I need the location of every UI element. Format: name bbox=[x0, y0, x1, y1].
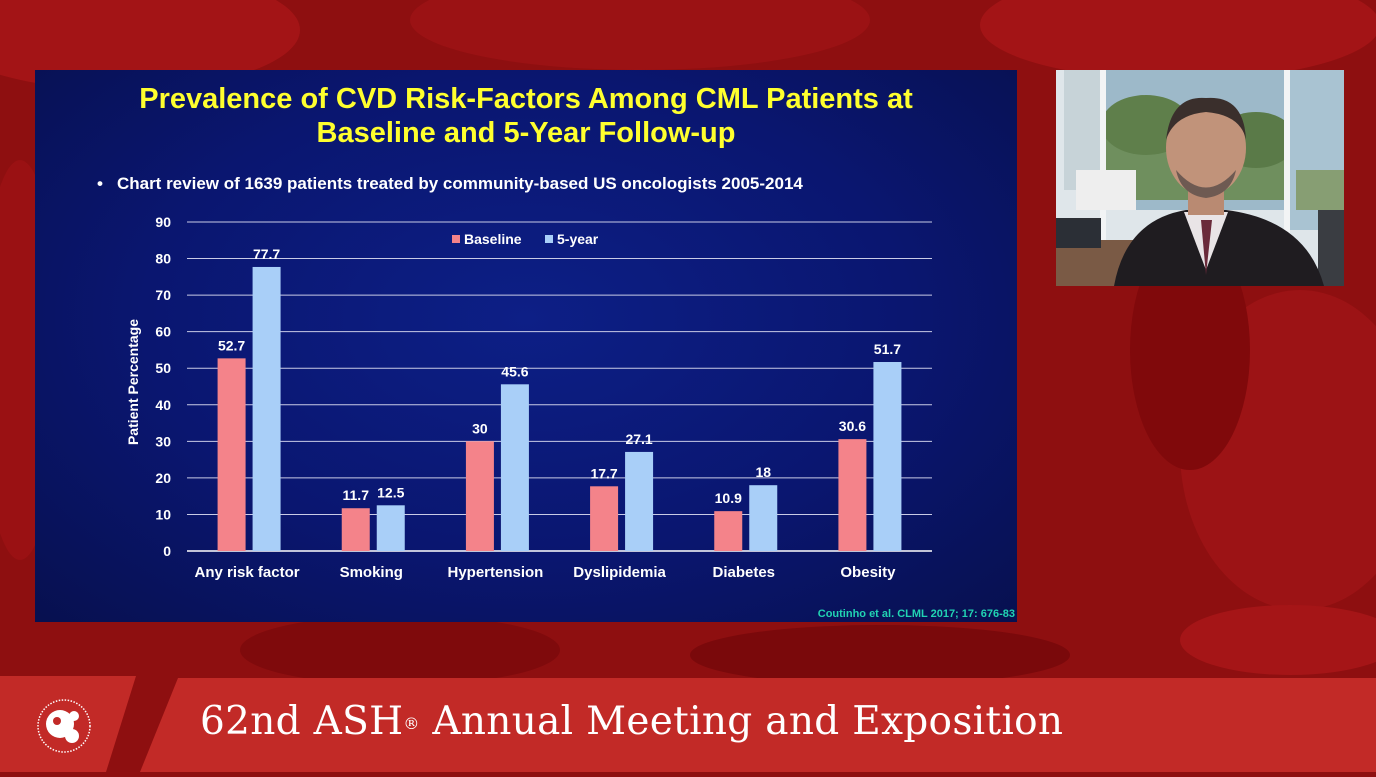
y-tick-label-80: 80 bbox=[155, 251, 171, 267]
data-label-baseline-1: 11.7 bbox=[343, 487, 370, 503]
bar-5-year-5 bbox=[873, 362, 902, 551]
presentation-slide: Prevalence of CVD Risk-Factors Among CML… bbox=[35, 70, 1017, 622]
y-tick-label-90: 90 bbox=[155, 214, 171, 230]
bar-baseline-1 bbox=[341, 508, 370, 551]
meeting-title: 62nd ASH® Annual Meeting and Exposition bbox=[200, 697, 1063, 747]
speaker-webcam-video bbox=[1056, 70, 1344, 286]
x-tick-label-4: Diabetes bbox=[712, 564, 775, 581]
chart-legend: Baseline 5-year bbox=[452, 231, 599, 247]
bar-5-year-0 bbox=[252, 266, 281, 551]
speaker-video-frame bbox=[1056, 70, 1344, 286]
y-tick-label-20: 20 bbox=[155, 470, 171, 486]
slide-bullet: • Chart review of 1639 patients treated b… bbox=[97, 174, 803, 194]
data-label-5-year-2: 45.6 bbox=[501, 363, 528, 379]
meeting-title-rest: Annual Meeting and Exposition bbox=[419, 699, 1064, 744]
bar-baseline-0 bbox=[217, 358, 246, 551]
slide-citation: Coutinho et al. CLML 2017; 17: 676-83 bbox=[817, 608, 1015, 620]
legend-label-1: 5-year bbox=[557, 231, 599, 247]
legend-swatch-0 bbox=[452, 235, 460, 243]
chart-gridlines bbox=[187, 221, 932, 552]
y-tick-label-50: 50 bbox=[155, 360, 171, 376]
legend-swatch-1 bbox=[545, 235, 553, 243]
bar-baseline-2 bbox=[465, 441, 494, 551]
bar-baseline-3 bbox=[590, 486, 619, 551]
data-label-baseline-5: 30.6 bbox=[839, 418, 866, 434]
chart-data-labels: 52.7 77.7 11.7 12.5 30 45.6 17.7 27.1 10.9 18 30.6… bbox=[218, 246, 901, 506]
chart-y-ticks: 0 10 20 30 40 50 60 70 80 90 bbox=[155, 214, 171, 559]
bar-chart: 0 10 20 30 40 50 60 70 80 90 52.7 77.7 11.7 12.5 30 45… bbox=[125, 214, 932, 581]
slide-title-line-1: Prevalence of CVD Risk-Factors Among CML… bbox=[139, 83, 913, 115]
ash-logo bbox=[0, 676, 136, 772]
data-label-baseline-3: 17.7 bbox=[590, 465, 617, 481]
data-label-baseline-0: 52.7 bbox=[218, 337, 245, 353]
bar-baseline-5 bbox=[838, 439, 867, 551]
bar-5-year-2 bbox=[500, 384, 529, 551]
x-tick-label-0: Any risk factor bbox=[195, 564, 300, 581]
bar-baseline-4 bbox=[714, 511, 743, 551]
data-label-5-year-0: 77.7 bbox=[253, 246, 280, 262]
legend-label-0: Baseline bbox=[464, 231, 522, 247]
chart-bars bbox=[217, 266, 902, 551]
data-label-5-year-3: 27.1 bbox=[625, 431, 652, 447]
bullet-text: Chart review of 1639 patients treated by… bbox=[116, 174, 803, 193]
y-tick-label-10: 10 bbox=[155, 506, 171, 522]
y-tick-label-40: 40 bbox=[155, 397, 171, 413]
slide-title: Prevalence of CVD Risk-Factors Among CML… bbox=[35, 82, 1017, 150]
data-label-5-year-1: 12.5 bbox=[377, 484, 404, 500]
x-tick-label-2: Hypertension bbox=[447, 564, 543, 581]
y-tick-label-0: 0 bbox=[163, 543, 171, 559]
y-tick-label-30: 30 bbox=[155, 433, 171, 449]
bar-5-year-4 bbox=[749, 485, 778, 551]
chart-x-ticks: Any risk factor Smoking Hypertension Dyslip… bbox=[195, 564, 897, 581]
bullet-dot-icon: • bbox=[97, 174, 103, 193]
x-tick-label-5: Obesity bbox=[840, 564, 896, 581]
slide-title-line-2: Baseline and 5-Year Follow-up bbox=[316, 117, 736, 149]
y-tick-label-70: 70 bbox=[155, 287, 171, 303]
x-tick-label-1: Smoking bbox=[340, 564, 403, 581]
data-label-baseline-2: 30 bbox=[472, 420, 488, 436]
data-label-5-year-4: 18 bbox=[755, 464, 771, 480]
bar-5-year-3 bbox=[625, 451, 654, 551]
y-tick-label-60: 60 bbox=[155, 324, 171, 340]
data-label-5-year-5: 51.7 bbox=[874, 341, 901, 357]
chart-y-axis-label: Patient Percentage bbox=[125, 319, 141, 445]
ash-logo-icon bbox=[37, 699, 91, 753]
meeting-title-main: 62nd ASH bbox=[200, 699, 404, 744]
data-label-baseline-4: 10.9 bbox=[715, 490, 742, 506]
bar-5-year-1 bbox=[376, 505, 405, 551]
x-tick-label-3: Dyslipidemia bbox=[573, 564, 666, 581]
registered-mark: ® bbox=[403, 714, 420, 733]
